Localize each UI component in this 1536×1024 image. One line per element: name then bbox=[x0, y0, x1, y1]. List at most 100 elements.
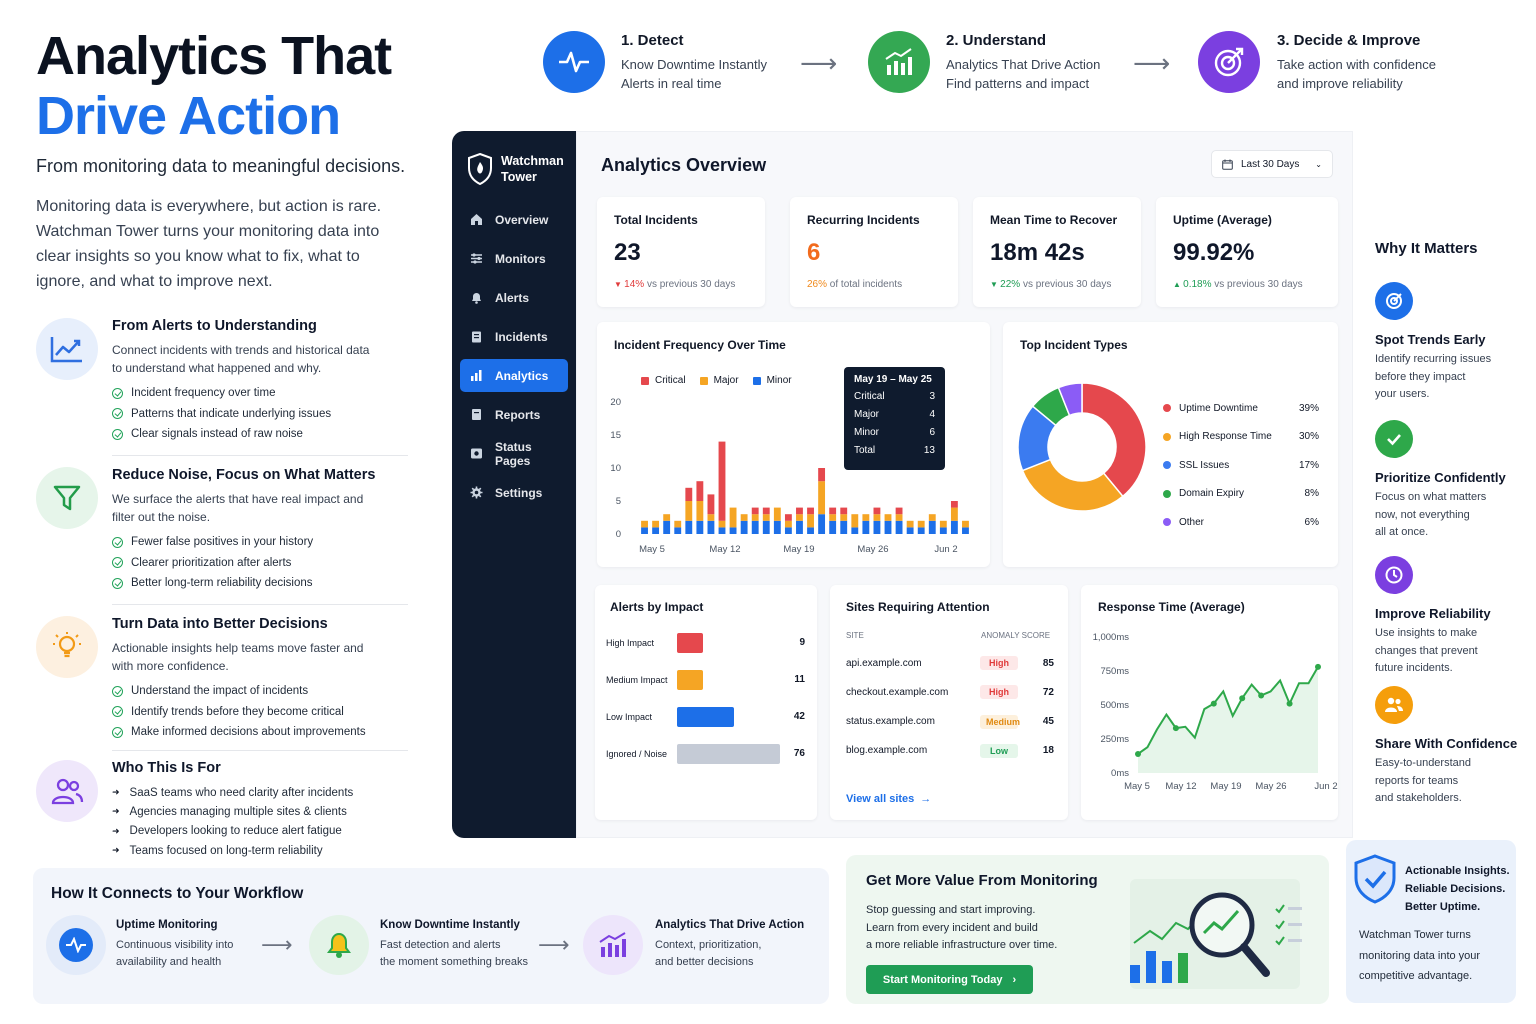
sidebar-item-settings[interactable]: Settings bbox=[460, 476, 568, 509]
bar-segment-critical[interactable] bbox=[840, 507, 848, 515]
bar-segment-minor[interactable] bbox=[862, 520, 870, 534]
bar-segment-critical[interactable] bbox=[895, 507, 903, 515]
bar-segment-critical[interactable] bbox=[707, 494, 715, 515]
bar-segment-critical[interactable] bbox=[685, 487, 693, 501]
view-all-sites-link[interactable]: View all sites → bbox=[846, 793, 932, 805]
bar-segment-minor[interactable] bbox=[796, 520, 803, 534]
sidebar-item-monitors[interactable]: Monitors bbox=[460, 242, 568, 275]
bar-segment-major[interactable] bbox=[718, 520, 726, 528]
bar-segment-major[interactable] bbox=[840, 514, 848, 521]
bar-segment-critical[interactable] bbox=[807, 507, 814, 515]
bar-segment-minor[interactable] bbox=[807, 527, 814, 534]
bar-segment-critical[interactable] bbox=[751, 507, 759, 515]
bar-segment-minor[interactable] bbox=[696, 520, 704, 534]
bar-segment-minor[interactable] bbox=[740, 520, 748, 534]
bar-segment-major[interactable] bbox=[751, 514, 759, 521]
date-range-select[interactable]: Last 30 Days ⌄ bbox=[1211, 150, 1333, 178]
bar-segment-minor[interactable] bbox=[751, 520, 759, 534]
bar-segment-major[interactable] bbox=[729, 507, 737, 528]
bar-segment-major[interactable] bbox=[707, 514, 715, 521]
data-point[interactable] bbox=[1135, 750, 1141, 757]
donut-slice[interactable] bbox=[1021, 458, 1124, 512]
bar-segment-minor[interactable] bbox=[895, 520, 903, 534]
bar-segment-critical[interactable] bbox=[950, 501, 958, 508]
bar-segment-minor[interactable] bbox=[652, 527, 660, 534]
bar-segment-minor[interactable] bbox=[663, 520, 671, 534]
bar-segment-major[interactable] bbox=[807, 514, 814, 528]
bar-segment-minor[interactable] bbox=[939, 527, 947, 534]
bar-segment-minor[interactable] bbox=[928, 520, 936, 534]
data-point[interactable] bbox=[1286, 700, 1293, 707]
bar-segment-minor[interactable] bbox=[840, 520, 848, 534]
bar-segment-major[interactable] bbox=[641, 520, 648, 528]
bar-segment-critical[interactable] bbox=[696, 481, 704, 501]
bar-segment-major[interactable] bbox=[652, 520, 660, 528]
bar-segment-minor[interactable] bbox=[851, 527, 859, 534]
donut-slice[interactable] bbox=[1057, 382, 1083, 417]
site-row[interactable]: blog.example.com Low 18 bbox=[846, 741, 1054, 761]
bar-segment-minor[interactable] bbox=[729, 527, 737, 534]
data-point[interactable] bbox=[1315, 663, 1321, 670]
bar-segment-major[interactable] bbox=[928, 514, 936, 521]
data-point[interactable] bbox=[1172, 725, 1179, 732]
sidebar-item-status-pages[interactable]: Status Pages bbox=[460, 437, 568, 470]
bar-segment-minor[interactable] bbox=[962, 527, 969, 534]
bar-segment-major[interactable] bbox=[674, 520, 682, 528]
bar-segment-major[interactable] bbox=[851, 514, 859, 528]
sidebar-item-alerts[interactable]: Alerts bbox=[460, 281, 568, 314]
bar-segment-major[interactable] bbox=[696, 501, 704, 521]
bar-segment-minor[interactable] bbox=[773, 520, 781, 534]
bar-segment-major[interactable] bbox=[740, 514, 748, 521]
sidebar-item-analytics[interactable]: Analytics bbox=[460, 359, 568, 392]
bar-segment-major[interactable] bbox=[663, 514, 671, 521]
bar-segment-major[interactable] bbox=[829, 514, 837, 521]
bar-segment-minor[interactable] bbox=[873, 520, 881, 534]
bar-segment-major[interactable] bbox=[917, 520, 925, 528]
bar-segment-minor[interactable] bbox=[784, 527, 792, 534]
bar-segment-critical[interactable] bbox=[796, 507, 803, 515]
bar-segment-minor[interactable] bbox=[950, 520, 958, 534]
bar-segment-minor[interactable] bbox=[818, 514, 826, 534]
bar-segment-major[interactable] bbox=[873, 514, 881, 521]
bar-segment-major[interactable] bbox=[939, 520, 947, 528]
bar-segment-major[interactable] bbox=[862, 514, 870, 521]
bar-segment-major[interactable] bbox=[784, 520, 792, 528]
bar-segment-major[interactable] bbox=[685, 501, 693, 521]
bar-segment-critical[interactable] bbox=[784, 514, 792, 521]
bar-segment-critical[interactable] bbox=[818, 468, 826, 482]
bar-segment-critical[interactable] bbox=[829, 507, 837, 515]
sidebar-item-incidents[interactable]: Incidents bbox=[460, 320, 568, 353]
bar-segment-major[interactable] bbox=[950, 507, 958, 521]
bar-segment-major[interactable] bbox=[906, 520, 914, 528]
bar-segment-minor[interactable] bbox=[707, 520, 715, 534]
bar-segment-critical[interactable] bbox=[762, 507, 770, 515]
bar-segment-minor[interactable] bbox=[762, 520, 770, 534]
bar-segment-major[interactable] bbox=[895, 514, 903, 521]
bar-segment-minor[interactable] bbox=[906, 527, 914, 534]
bar-segment-critical[interactable] bbox=[718, 441, 726, 521]
bar-segment-minor[interactable] bbox=[718, 527, 726, 534]
bar-segment-minor[interactable] bbox=[641, 527, 648, 534]
bar-segment-major[interactable] bbox=[962, 520, 969, 528]
site-row[interactable]: api.example.com High 85 bbox=[846, 653, 1054, 673]
start-monitoring-button[interactable]: Start Monitoring Today › bbox=[866, 965, 1033, 994]
bar-segment-minor[interactable] bbox=[829, 520, 837, 534]
bar-segment-major[interactable] bbox=[796, 514, 803, 521]
data-point[interactable] bbox=[1258, 692, 1265, 699]
sidebar-item-reports[interactable]: Reports bbox=[460, 398, 568, 431]
bar-segment-minor[interactable] bbox=[685, 520, 693, 534]
data-point[interactable] bbox=[1210, 700, 1217, 707]
bar-segment-major[interactable] bbox=[818, 481, 826, 515]
data-point[interactable] bbox=[1239, 695, 1246, 702]
bar-segment-major[interactable] bbox=[773, 507, 781, 521]
bar-segment-major[interactable] bbox=[762, 514, 770, 521]
site-row[interactable]: status.example.com Medium 45 bbox=[846, 712, 1054, 732]
site-row[interactable]: checkout.example.com High 72 bbox=[846, 682, 1054, 702]
bar-segment-critical[interactable] bbox=[873, 507, 881, 515]
donut-slice[interactable] bbox=[1081, 382, 1147, 498]
bar-segment-minor[interactable] bbox=[884, 520, 892, 534]
bar-segment-minor[interactable] bbox=[917, 527, 925, 534]
sidebar-item-overview[interactable]: Overview bbox=[460, 203, 568, 236]
bar-segment-minor[interactable] bbox=[674, 527, 682, 534]
bar-segment-major[interactable] bbox=[884, 514, 892, 521]
